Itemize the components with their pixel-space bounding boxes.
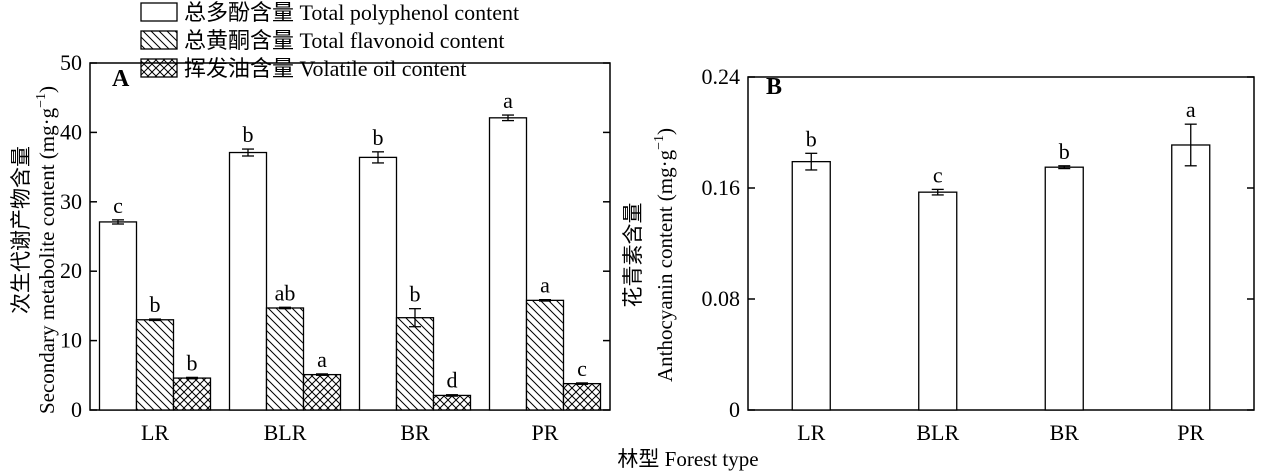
legend-entry: 总多酚含量 Total polyphenol content [184,0,519,25]
significance-letter: b [806,126,817,151]
legend-swatch [140,2,178,22]
significance-letter: b [373,125,384,150]
y-tick-label: 0.24 [702,64,741,89]
bar [918,191,958,411]
legend-entry: 挥发油含量 Volatile oil content [184,56,467,81]
bar [302,373,342,411]
plot-frame [747,76,1255,411]
x-tick-label: BR [400,420,430,445]
y-tick-label: 0 [729,397,740,422]
bar [1044,166,1084,411]
x-tick-label: BR [1050,420,1080,445]
y-tick-label: 0.16 [702,175,741,200]
bar [791,160,831,411]
legend: 总多酚含量 Total polyphenol content 总黄酮含量 Tota… [140,0,519,81]
significance-letter: b [187,350,198,375]
significance-letter: c [933,162,943,187]
legend-swatch [140,58,178,78]
axes-b: 0 0.08 0.16 0.24 LR BLR BR PR [702,64,1255,445]
y-tick-label: 20 [60,258,82,283]
significance-letter: ab [275,280,296,305]
chart-panel-b: B 0 0.08 0.16 0.24 LR BLR BR PR b c b a 花青素含量 Anth… [621,64,1255,445]
bar [395,317,435,411]
significance-letter: a [540,273,550,298]
y-axis-label-a: 次生代谢产物含量 [9,146,33,314]
significance-letter: b [1059,139,1070,164]
legend-entry: 总黄酮含量 Total flavonoid content [184,28,504,53]
significance-letter: d [447,368,458,393]
bars-a: cb bab ab b ab ad c [98,88,602,411]
bar [525,299,565,411]
y-tick-label: 30 [60,189,82,214]
legend-swatch [140,30,178,50]
chart-panel-a: A 总多酚含量 Total polyphenol content 总黄酮含量 To… [9,0,611,445]
significance-letter: b [243,122,254,147]
bar [562,382,602,411]
x-tick-label: PR [1177,420,1204,445]
x-tick-label: BLR [916,420,959,445]
significance-letter: a [317,347,327,372]
bar [358,156,398,411]
y-axis-label-b: 花青素含量 [621,203,645,308]
y-tick-label: 10 [60,328,82,353]
bar [432,394,472,411]
x-tick-label: LR [797,420,825,445]
significance-letter: b [150,292,161,317]
x-axis-label: 林型 Forest type [617,447,758,471]
y-tick-label: 50 [60,50,82,75]
panel-label-b: B [766,74,782,100]
bar [172,377,212,411]
bar [1171,144,1211,411]
y-axis-label-a-en: Secondary metabolite content (mg·g−1) [34,86,59,414]
significance-letter: c [113,193,123,218]
significance-letter: c [577,356,587,381]
bar [488,117,528,411]
plot-frame [89,62,611,411]
significance-letter: b [410,282,421,307]
bar [135,319,175,411]
panel-label-a: A [112,66,130,92]
x-tick-label: PR [532,420,559,445]
y-tick-label: 0.08 [702,286,741,311]
x-tick-label: LR [141,420,169,445]
bar [98,221,138,411]
significance-letter: a [1186,97,1196,122]
bars-b: b c b a [791,97,1211,411]
y-axis-label-b-en: Anthocyanin content (mg·g−1) [652,128,677,382]
y-tick-label: 0 [71,397,82,422]
bar [228,151,268,411]
y-tick-label: 40 [60,119,82,144]
bar [265,307,305,411]
x-tick-label: BLR [264,420,307,445]
significance-letter: a [503,88,513,113]
